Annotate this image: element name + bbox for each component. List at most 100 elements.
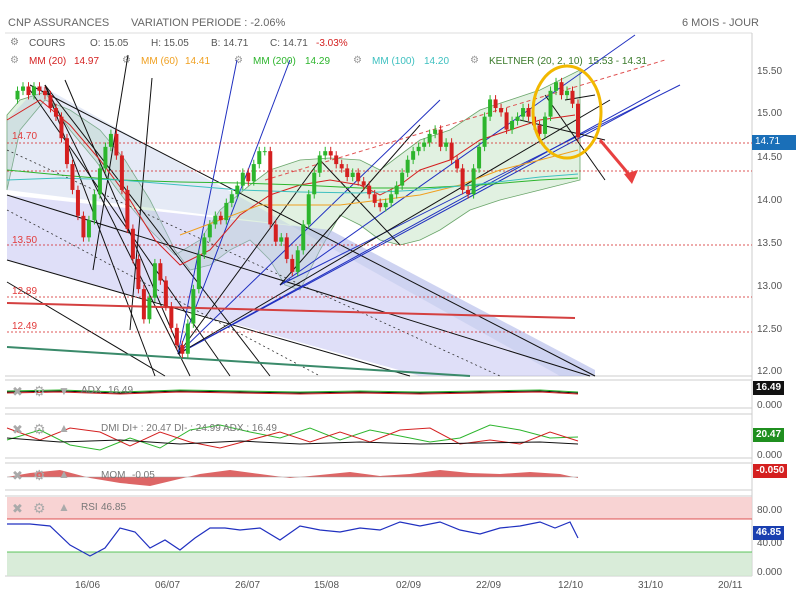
legend-mm100-value: 14.20 — [424, 56, 450, 67]
candle-body — [559, 82, 564, 96]
candle-body — [433, 129, 438, 134]
move-down-icon[interactable]: ▼ — [58, 384, 70, 398]
candle-body — [268, 151, 273, 225]
candle-body — [400, 172, 405, 186]
legend-keltner-value: 15.53 - 14.31 — [588, 56, 647, 67]
candle-body — [499, 108, 504, 113]
candle-body — [103, 146, 108, 169]
candle-body — [328, 151, 333, 156]
candle-body — [488, 99, 493, 117]
candle-body — [279, 237, 284, 242]
x-tick: 22/09 — [476, 580, 502, 591]
candle-body — [361, 181, 366, 186]
mm60-settings-icon[interactable]: ⚙ — [122, 55, 131, 66]
candle-body — [125, 189, 130, 229]
candle-body — [427, 133, 432, 143]
settings-icon[interactable]: ⚙ — [33, 467, 46, 483]
candle-body — [565, 90, 570, 96]
candle-body — [152, 263, 157, 298]
mom-badge: -0.050 — [753, 464, 788, 478]
close-icon[interactable]: ✖ — [12, 501, 23, 516]
period-selector[interactable]: 6 MOIS - JOUR — [682, 17, 760, 29]
candle-body — [114, 133, 119, 156]
dmi-zero-tick: 0.000 — [757, 450, 783, 461]
candle-body — [438, 129, 443, 147]
candle-body — [37, 86, 42, 91]
candle-body — [235, 185, 240, 195]
settings-icon[interactable]: ⚙ — [10, 37, 19, 48]
candle-body — [86, 220, 91, 238]
mm100-settings-icon[interactable]: ⚙ — [353, 55, 362, 66]
move-up-icon[interactable]: ▲ — [58, 467, 70, 481]
close-icon[interactable]: ✖ — [12, 422, 23, 437]
candle-body — [108, 133, 113, 147]
legend-low: B: 14.71 — [211, 38, 249, 49]
rsi-tick: 80.00 — [757, 505, 783, 516]
close-icon[interactable]: ✖ — [12, 384, 23, 399]
legend-mm200-value: 14.29 — [305, 56, 331, 67]
candle-body — [273, 224, 278, 242]
candle-body — [15, 90, 20, 100]
candle-body — [48, 95, 53, 109]
candle-body — [119, 155, 124, 190]
candle-body — [191, 289, 196, 324]
candle-body — [174, 327, 179, 346]
candle-body — [350, 172, 355, 178]
legend-mm200: MM (200) — [253, 56, 296, 67]
candle-body — [180, 345, 185, 354]
rsi-badge: 46.85 — [753, 526, 785, 540]
candle-body — [262, 151, 267, 153]
y-tick: 12.50 — [757, 324, 783, 335]
candle-body — [136, 258, 141, 290]
y-tick: 15.50 — [757, 66, 783, 77]
candle-body — [554, 82, 559, 91]
candle-body — [147, 297, 152, 320]
move-up-icon[interactable]: ▲ — [58, 421, 70, 435]
candle-body — [92, 194, 97, 221]
rsi-tick: 40.00 — [757, 538, 783, 549]
settings-icon[interactable]: ⚙ — [33, 383, 46, 399]
candle-body — [301, 224, 306, 251]
mom-label: MOM — [101, 470, 126, 481]
candle-body — [295, 250, 300, 272]
candle-body — [185, 323, 190, 354]
candle-body — [460, 168, 465, 190]
x-tick: 31/10 — [638, 580, 664, 591]
candle-body — [444, 142, 449, 147]
candle-body — [334, 155, 339, 165]
legend-cours: COURS — [29, 38, 66, 49]
close-icon[interactable]: ✖ — [12, 468, 23, 483]
candle-body — [53, 108, 58, 117]
legend-mm60-value: 14.41 — [185, 56, 211, 67]
legend-mm100: MM (100) — [372, 56, 415, 67]
candle-body — [383, 202, 388, 208]
settings-icon[interactable]: ⚙ — [33, 500, 46, 516]
candle-body — [163, 280, 168, 307]
candle-body — [202, 237, 207, 255]
candle-body — [345, 168, 350, 178]
mm20-settings-icon[interactable]: ⚙ — [10, 55, 19, 66]
candle-body — [339, 164, 344, 169]
level-label: 12.49 — [12, 321, 38, 332]
candle-body — [218, 215, 223, 221]
mm200-settings-icon[interactable]: ⚙ — [234, 55, 243, 66]
x-tick: 12/10 — [558, 580, 584, 591]
candle-body — [312, 172, 317, 195]
candle-body — [543, 116, 548, 134]
candle-body — [64, 138, 69, 165]
candle-body — [356, 172, 361, 182]
keltner-settings-icon[interactable]: ⚙ — [470, 55, 479, 66]
candle-body — [482, 116, 487, 147]
period-variation: VARIATION PERIODE : -2.06% — [131, 17, 286, 29]
candle-body — [570, 90, 575, 104]
candle-body — [466, 189, 471, 195]
candle-body — [70, 164, 75, 190]
settings-icon[interactable]: ⚙ — [33, 421, 46, 437]
candle-body — [75, 189, 80, 216]
candle-body — [158, 263, 163, 281]
legend-open: O: 15.05 — [90, 38, 129, 49]
move-up-icon[interactable]: ▲ — [58, 500, 70, 514]
dmi-badge: 20.47 — [753, 428, 785, 442]
candle-body — [196, 254, 201, 290]
